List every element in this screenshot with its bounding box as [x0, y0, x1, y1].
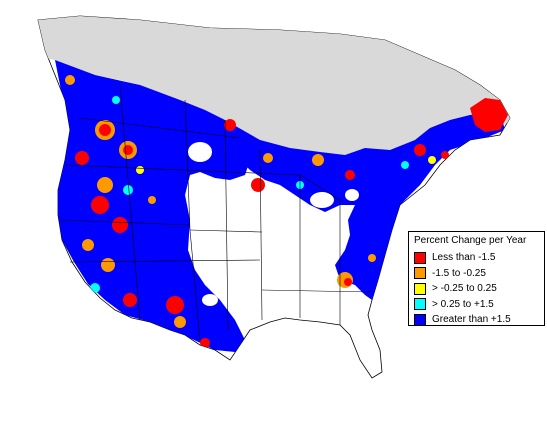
boundary-lines	[59, 84, 371, 341]
legend-item-less-than-neg-1-5: Less than -1.5	[412, 250, 544, 266]
legend-item-neg-1-5-to-neg-0-25: -1.5 to -0.25	[412, 266, 544, 282]
legend-label: Less than -1.5	[432, 252, 496, 264]
map-legend: Percent Change per Year Less than -1.5 -…	[408, 231, 545, 326]
legend-swatch-red	[414, 251, 426, 264]
western-decline-clusters	[65, 75, 210, 348]
region-newfoundland-red	[470, 98, 508, 132]
legend-swatch-yellow	[414, 282, 426, 295]
legend-swatch-orange	[414, 267, 426, 280]
legend-item-0-25-to-1-5: > 0.25 to +1.5	[412, 297, 544, 313]
legend-swatch-blue	[414, 313, 426, 326]
no-data-gaps	[188, 142, 359, 306]
legend-item-neg-0-25-to-0-25: > -0.25 to 0.25	[412, 281, 544, 297]
legend-title: Percent Change per Year	[414, 235, 527, 246]
legend-label: > 0.25 to +1.5	[432, 298, 494, 310]
legend-swatch-cyan	[414, 298, 426, 311]
northern-unsampled-region	[38, 16, 510, 160]
legend-item-greater-than-1-5: Greater than +1.5	[412, 312, 544, 328]
region-north-blue	[225, 112, 505, 220]
legend-label: > -0.25 to 0.25	[432, 283, 497, 295]
legend-label: -1.5 to -0.25	[432, 267, 486, 279]
legend-label: Greater than +1.5	[432, 314, 511, 326]
eastern-decline-clusters	[224, 119, 449, 288]
